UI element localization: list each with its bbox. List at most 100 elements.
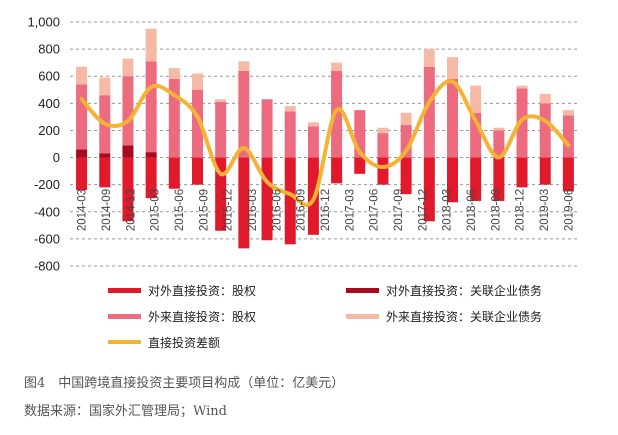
y-tick-label: -800	[34, 259, 60, 274]
legend-label: 对外直接投资：股权	[148, 283, 257, 298]
x-tick-label: 2016-12	[320, 189, 332, 231]
bar-odi-equity	[168, 157, 180, 189]
x-tick-label: 2019-06	[563, 189, 575, 231]
bar-fdi-equity	[331, 70, 343, 158]
x-tick-label: 2014-12	[125, 189, 137, 231]
y-axis-tick-labels: -800 -600 -400 -200 0 200 400 600 800 1,000	[27, 15, 60, 274]
bar-fdi-debt	[539, 93, 551, 104]
bar-fdi-debt	[238, 61, 250, 71]
bar-fdi-debt	[215, 99, 227, 102]
legend-label: 直接投资差额	[148, 335, 221, 350]
legend-swatch	[108, 287, 141, 293]
bar-fdi-debt	[192, 73, 203, 90]
bar-odi-equity	[331, 157, 343, 184]
bar-fdi-debt	[168, 68, 180, 79]
x-tick-label: 2017-12	[417, 189, 429, 231]
y-tick-label: 600	[38, 69, 60, 84]
x-tick-label: 2017-03	[344, 189, 356, 231]
legend-item-odi-equity: 对外直接投资：股权	[108, 282, 346, 298]
bar-fdi-equity	[447, 78, 458, 158]
x-tick-label: 2016-03	[247, 189, 259, 231]
y-tick-label: 800	[38, 42, 60, 57]
bar-fdi-debt	[470, 85, 482, 113]
x-tick-label: 2017-09	[393, 189, 405, 231]
x-tick-label: 2018-12	[515, 189, 527, 231]
bar-fdi-equity	[470, 112, 482, 158]
bar-fdi-equity	[168, 78, 180, 158]
bar-fdi-debt	[331, 62, 343, 71]
bar-fdi-debt	[284, 106, 296, 112]
bar-fdi-equity	[516, 88, 528, 158]
y-tick-label: 1,000	[27, 15, 60, 30]
bar-fdi-equity	[192, 89, 203, 158]
x-axis-tick-labels: 2014-03 2014-09 2014-12 2015-03 2015-06 2015-…	[77, 189, 576, 231]
bar-odi-equity	[238, 157, 250, 249]
bar-fdi-equity	[493, 130, 505, 158]
bar-odi-equity	[215, 157, 227, 231]
bar-odi-equity	[261, 157, 273, 241]
bar-fdi-equity	[145, 61, 157, 153]
legend-swatch	[108, 340, 141, 344]
bar-odi-debt	[122, 145, 134, 158]
bar-fdi-debt	[76, 66, 88, 85]
bar-fdi-equity	[354, 110, 366, 158]
bar-fdi-equity	[238, 70, 250, 158]
bar-fdi-debt	[307, 122, 319, 127]
bar-fdi-equity	[400, 125, 412, 158]
x-tick-label: 2018-06	[466, 189, 478, 231]
legend-swatch	[346, 313, 379, 319]
x-tick-label: 2014-03	[77, 189, 89, 231]
net-investment-line	[79, 79, 571, 208]
bar-fdi-equity	[423, 66, 435, 158]
x-tick-label: 2019-03	[539, 189, 551, 231]
bar-fdi-debt	[516, 85, 528, 89]
y-tick-label: -400	[34, 204, 60, 219]
legend-label: 对外直接投资：关联企业债务	[386, 283, 543, 298]
figure-caption: 图4 中国跨境直接投资主要项目构成（单位：亿美元）	[24, 376, 345, 391]
bar-fdi-debt	[423, 49, 435, 67]
bar-fdi-debt	[377, 127, 389, 134]
bar-fdi-equity	[539, 103, 551, 158]
legend-swatch	[346, 287, 379, 293]
bar-fdi-debt	[145, 28, 157, 62]
bars	[76, 28, 574, 249]
legend-item-fdi-debt: 外来直接投资：关联企业债务	[346, 308, 584, 324]
bar-odi-debt	[99, 153, 111, 158]
bar-odi-equity	[377, 157, 389, 185]
bar-odi-equity	[192, 157, 203, 185]
x-tick-label: 2016-06	[271, 189, 283, 231]
x-tick-label: 2018-03	[442, 189, 454, 231]
bar-fdi-debt	[400, 112, 412, 126]
bar-fdi-debt	[99, 77, 111, 96]
x-tick-label: 2014-09	[101, 189, 113, 231]
bar-fdi-equity	[76, 84, 88, 150]
bar-odi-equity	[562, 157, 574, 192]
bar-odi-debt	[76, 149, 88, 158]
legend-item-net-line: 直接投资差额	[108, 334, 346, 350]
bar-odi-equity	[145, 157, 157, 199]
x-tick-label: 2015-09	[198, 189, 210, 231]
y-tick-label: 200	[38, 123, 60, 138]
bar-fdi-equity	[261, 99, 273, 158]
y-tick-label: 400	[38, 96, 60, 111]
bar-odi-equity	[400, 157, 412, 195]
x-tick-label: 2015-12	[223, 189, 235, 231]
bar-odi-equity	[470, 157, 482, 201]
legend-item-fdi-equity: 外来直接投资：股权	[108, 308, 346, 324]
bar-odi-equity	[516, 157, 528, 188]
bar-odi-equity	[99, 157, 111, 188]
bar-fdi-debt	[493, 127, 505, 131]
bar-odi-equity	[354, 157, 366, 174]
data-source: 数据来源：国家外汇管理局；Wind	[24, 404, 227, 419]
bar-fdi-equity	[284, 111, 296, 158]
bar-odi-debt	[145, 152, 157, 158]
y-tick-label: 0	[53, 150, 60, 165]
legend: 对外直接投资：股权 对外直接投资：关联企业债务 外来直接投资：股权 外来直接投资…	[108, 282, 588, 350]
bar-fdi-equity	[122, 76, 134, 146]
x-tick-label: 2017-06	[369, 189, 381, 231]
y-tick-label: -600	[34, 231, 60, 246]
x-tick-label: 2016-09	[296, 189, 308, 231]
x-tick-label: 2018-09	[490, 189, 502, 231]
bar-odi-equity	[447, 157, 458, 203]
